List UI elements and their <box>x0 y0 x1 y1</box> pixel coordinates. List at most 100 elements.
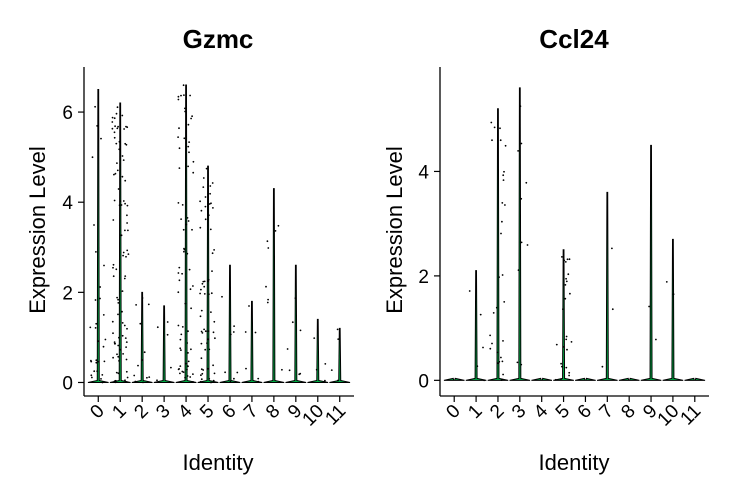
data-point <box>207 367 209 370</box>
data-point <box>96 125 98 127</box>
data-point <box>192 171 195 174</box>
data-point <box>519 105 522 108</box>
data-point <box>206 342 208 344</box>
data-point <box>229 380 232 383</box>
data-point <box>183 137 186 140</box>
x-tick-label: 3 <box>152 401 174 423</box>
data-point <box>135 304 138 306</box>
data-point <box>211 182 214 184</box>
x-tick-label: 0 <box>442 401 464 423</box>
data-point <box>103 360 106 363</box>
data-point <box>104 338 107 341</box>
data-point <box>97 360 99 363</box>
data-point <box>204 205 207 208</box>
data-point <box>178 167 181 170</box>
data-point <box>182 371 185 373</box>
data-point <box>565 277 567 280</box>
x-tick-label: 0 <box>86 401 108 423</box>
data-point <box>565 335 568 338</box>
data-point <box>665 281 668 283</box>
data-point <box>209 192 212 195</box>
data-point <box>125 346 127 348</box>
data-point <box>502 174 505 177</box>
data-point <box>648 305 650 308</box>
violin-shape <box>109 102 131 383</box>
data-point <box>126 214 128 217</box>
data-point <box>111 127 114 130</box>
data-point <box>500 356 502 359</box>
data-point <box>179 338 182 341</box>
data-point <box>236 371 239 374</box>
data-point <box>200 368 203 371</box>
data-point <box>182 84 185 87</box>
data-point <box>181 204 184 206</box>
data-point <box>124 202 126 205</box>
data-point <box>125 358 128 361</box>
data-point <box>245 367 247 370</box>
data-point <box>201 332 204 334</box>
data-point <box>201 372 204 375</box>
data-point <box>565 366 568 369</box>
violin-shape <box>596 191 618 381</box>
data-point <box>212 331 215 334</box>
data-point <box>133 374 136 377</box>
data-point <box>562 308 564 311</box>
data-point <box>500 379 503 381</box>
data-point <box>94 299 97 301</box>
data-point <box>177 291 180 294</box>
data-point <box>178 147 181 150</box>
x-tick-label: 8 <box>617 401 639 423</box>
y-tick-label: 0 <box>62 373 73 394</box>
data-point <box>476 365 479 368</box>
data-point <box>213 249 216 251</box>
data-point <box>180 218 183 221</box>
data-point <box>210 311 212 313</box>
violin-shape <box>443 377 465 381</box>
data-point <box>186 375 189 377</box>
data-point <box>611 308 614 311</box>
data-point <box>202 369 205 371</box>
data-point <box>479 313 482 316</box>
violin-shape <box>241 300 263 383</box>
data-point <box>202 186 205 189</box>
panel-title: Gzmc <box>183 24 254 54</box>
data-point <box>201 282 204 285</box>
data-point <box>192 285 194 287</box>
data-point <box>267 298 269 301</box>
data-point <box>113 173 115 176</box>
data-point <box>526 244 529 246</box>
data-point <box>116 127 119 130</box>
data-point <box>501 220 503 223</box>
data-point <box>121 155 124 157</box>
violin-shape <box>285 264 307 383</box>
data-point <box>560 362 562 365</box>
violin-shape <box>509 87 531 381</box>
data-point <box>186 342 189 344</box>
data-point <box>178 368 181 370</box>
data-point <box>207 330 210 333</box>
data-point <box>211 252 214 255</box>
violin-group-4 <box>531 377 553 381</box>
violin-group-0 <box>87 89 109 384</box>
data-point <box>115 371 118 374</box>
data-point <box>179 372 181 375</box>
data-point <box>119 200 122 203</box>
violin-group-1 <box>109 102 131 384</box>
violin-group-3 <box>509 87 531 381</box>
data-point <box>207 278 210 281</box>
data-point <box>126 204 129 207</box>
x-tick-label: 11 <box>321 401 350 430</box>
data-point <box>121 322 124 324</box>
data-point <box>554 378 557 381</box>
data-point <box>183 94 185 96</box>
data-point <box>200 342 203 345</box>
data-point <box>180 94 182 97</box>
data-point <box>498 360 501 363</box>
y-axis-title: Expression Level <box>382 146 407 314</box>
data-point <box>561 365 563 368</box>
violin-shape <box>153 305 175 383</box>
data-point <box>100 378 102 380</box>
data-point <box>493 126 496 129</box>
x-axis-title: Identity <box>539 450 610 475</box>
data-point <box>520 142 523 145</box>
